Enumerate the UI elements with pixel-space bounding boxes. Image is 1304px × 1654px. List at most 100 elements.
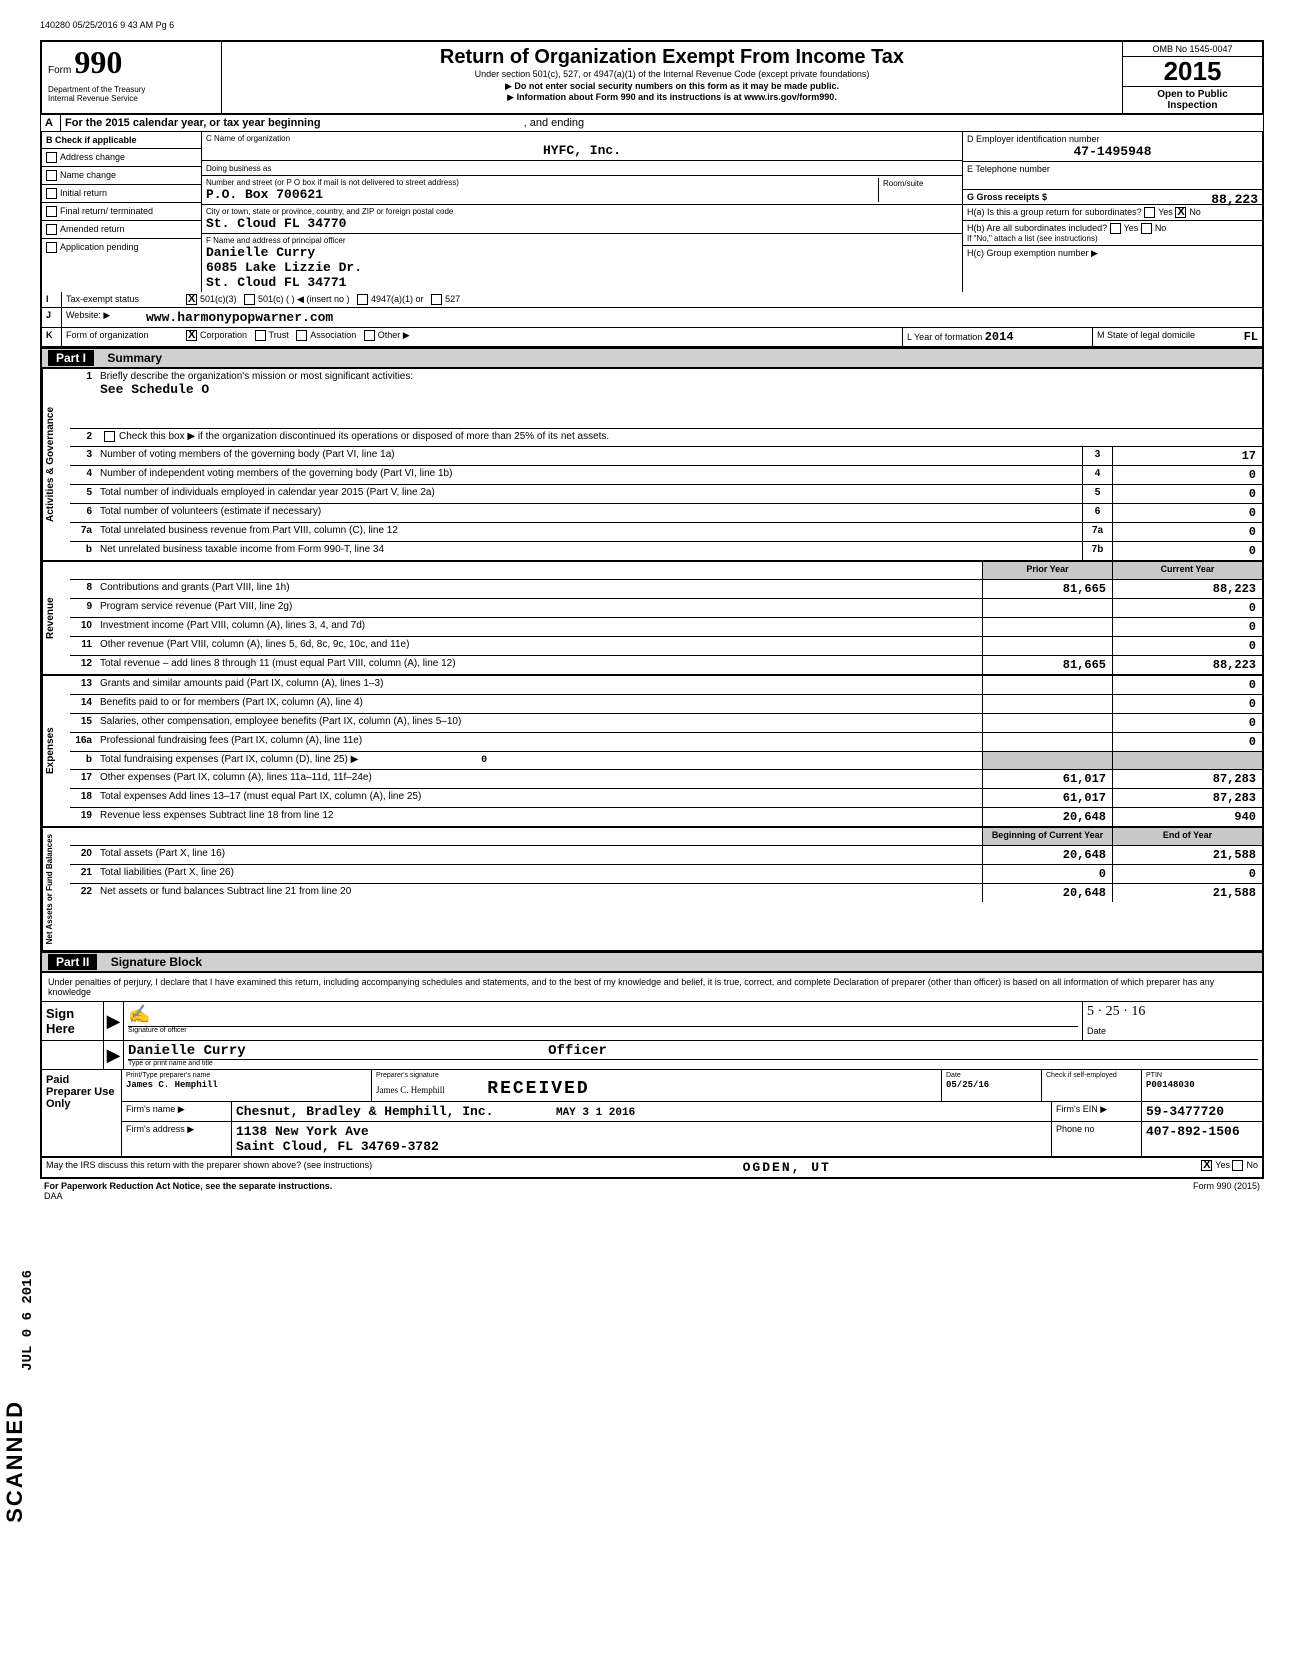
label-hb-no: No	[1155, 223, 1167, 233]
side-expenses: Expenses	[42, 676, 70, 826]
label-i: I	[42, 292, 62, 307]
line-1-desc: Briefly describe the organization's miss…	[100, 371, 413, 382]
label-ha: H(a) Is this a group return for subordin…	[967, 207, 1142, 217]
label-l-year: L Year of formation	[907, 332, 982, 342]
label-g-gross: G Gross receipts $	[967, 192, 1047, 202]
form-subtitle-1: Under section 501(c), 527, or 4947(a)(1)…	[226, 69, 1118, 81]
prep-name: James C. Hemphill	[126, 1080, 218, 1090]
row-j: J Website: ▶ www.harmonypopwarner.com	[40, 308, 1264, 328]
line-5-desc: Total number of individuals employed in …	[96, 485, 1082, 503]
line-17-desc: Other expenses (Part IX, column (A), lin…	[96, 770, 982, 788]
line-20-prior: 20,648	[982, 846, 1112, 864]
label-e-phone: E Telephone number	[967, 164, 1258, 174]
gross-receipts: 88,223	[1211, 192, 1258, 207]
label-discuss-yes: Yes	[1215, 1160, 1230, 1170]
check-address-change[interactable]	[46, 152, 57, 163]
line-22-prior: 20,648	[982, 884, 1112, 902]
prep-h4: Check if self-employed	[1046, 1072, 1137, 1079]
firm-addr-label: Firm's address ▶	[122, 1122, 232, 1156]
line-7a-desc: Total unrelated business revenue from Pa…	[96, 523, 1082, 541]
jul-stamp: JUL 0 6 2016	[20, 1270, 36, 1371]
prep-h1: Print/Type preparer's name	[126, 1072, 367, 1079]
check-other[interactable]	[364, 330, 375, 341]
line-9-desc: Program service revenue (Part VIII, line…	[96, 599, 982, 617]
officer-title: Officer	[548, 1043, 607, 1059]
line-15-desc: Salaries, other compensation, employee b…	[96, 714, 982, 732]
label-hb: H(b) Are all subordinates included?	[967, 223, 1107, 233]
check-corporation[interactable]	[186, 330, 197, 341]
prep-ptin: P00148030	[1146, 1080, 1195, 1090]
check-ha-no[interactable]	[1175, 207, 1186, 218]
check-application-pending[interactable]	[46, 242, 57, 253]
check-line-2[interactable]	[104, 431, 115, 442]
check-initial-return[interactable]	[46, 188, 57, 199]
line-14-prior	[982, 695, 1112, 713]
label-hb-yes: Yes	[1124, 223, 1139, 233]
check-527[interactable]	[431, 294, 442, 305]
row-i: I Tax-exempt status 501(c)(3) 501(c) ( )…	[40, 292, 1264, 308]
label-initial-return: Initial return	[60, 188, 107, 198]
page-stamp: 140280 05/25/2016 9 43 AM Pg 6	[40, 20, 1264, 30]
check-trust[interactable]	[255, 330, 266, 341]
line-15-current: 0	[1112, 714, 1262, 732]
org-city: St. Cloud FL 34770	[206, 216, 958, 231]
check-4947[interactable]	[357, 294, 368, 305]
year-formation: 2014	[985, 330, 1014, 344]
opt-corporation: Corporation	[200, 330, 247, 340]
tax-year: 2015	[1123, 57, 1262, 87]
line-14-current: 0	[1112, 695, 1262, 713]
footer-discuss: May the IRS discuss this return with the…	[40, 1158, 1264, 1179]
label-address-change: Address change	[60, 152, 125, 162]
line-3-desc: Number of voting members of the governin…	[96, 447, 1082, 465]
check-association[interactable]	[296, 330, 307, 341]
check-final-return[interactable]	[46, 206, 57, 217]
line-12-current: 88,223	[1112, 656, 1262, 674]
line-7a-val: 0	[1112, 523, 1262, 541]
form-subtitle-2: Do not enter social security numbers on …	[514, 81, 839, 91]
check-501c[interactable]	[244, 294, 255, 305]
label-final-return: Final return/ terminated	[60, 206, 153, 216]
line-22-desc: Net assets or fund balances Subtract lin…	[96, 884, 982, 902]
declaration-text: Under penalties of perjury, I declare th…	[42, 973, 1262, 1002]
line-7b-val: 0	[1112, 542, 1262, 560]
prep-h5: PTIN	[1146, 1072, 1258, 1079]
check-amended-return[interactable]	[46, 224, 57, 235]
line-21-desc: Total liabilities (Part X, line 26)	[96, 865, 982, 883]
check-ha-yes[interactable]	[1144, 207, 1155, 218]
line-20-desc: Total assets (Part X, line 16)	[96, 846, 982, 864]
part-ii-header: Part II Signature Block	[40, 952, 1264, 973]
line-10-desc: Investment income (Part VIII, column (A)…	[96, 618, 982, 636]
preparer-block: Paid Preparer Use Only Print/Type prepar…	[42, 1070, 1262, 1156]
net-assets-section: Net Assets or Fund Balances Beginning of…	[40, 828, 1264, 952]
preparer-side-label: Paid Preparer Use Only	[42, 1070, 122, 1156]
firm-phone: 407-892-1506	[1146, 1124, 1240, 1139]
line-3-val: 17	[1112, 447, 1262, 465]
label-a: A	[41, 115, 61, 131]
label-discuss-no: No	[1246, 1160, 1258, 1170]
check-name-change[interactable]	[46, 170, 57, 181]
opt-501c3: 501(c)(3)	[200, 294, 237, 304]
line-13-current: 0	[1112, 676, 1262, 694]
line-19-desc: Revenue less expenses Subtract line 18 f…	[96, 808, 982, 826]
check-501c3[interactable]	[186, 294, 197, 305]
received-stamp: RECEIVED	[487, 1079, 589, 1099]
hdr-current: Current Year	[1112, 562, 1262, 579]
line-21-current: 0	[1112, 865, 1262, 883]
label-name-change: Name change	[60, 170, 116, 180]
check-hb-no[interactable]	[1141, 223, 1152, 234]
part-ii-title: Signature Block	[111, 955, 202, 969]
part-i-title: Summary	[107, 351, 162, 365]
officer-addr2: St. Cloud FL 34771	[206, 275, 958, 290]
block-b-h: B Check if applicable Address change Nam…	[40, 132, 1264, 292]
label-application-pending: Application pending	[60, 242, 139, 252]
form-number: 990	[74, 44, 122, 80]
check-discuss-yes[interactable]	[1201, 1160, 1212, 1171]
officer-name: Danielle Curry	[206, 245, 958, 260]
signature-block: Under penalties of perjury, I declare th…	[40, 973, 1264, 1158]
line-8-prior: 81,665	[982, 580, 1112, 598]
line-14-desc: Benefits paid to or for members (Part IX…	[96, 695, 982, 713]
line-7b-desc: Net unrelated business taxable income fr…	[96, 542, 1082, 560]
check-hb-yes[interactable]	[1110, 223, 1121, 234]
check-discuss-no[interactable]	[1232, 1160, 1243, 1171]
line-16a-desc: Professional fundraising fees (Part IX, …	[96, 733, 982, 751]
